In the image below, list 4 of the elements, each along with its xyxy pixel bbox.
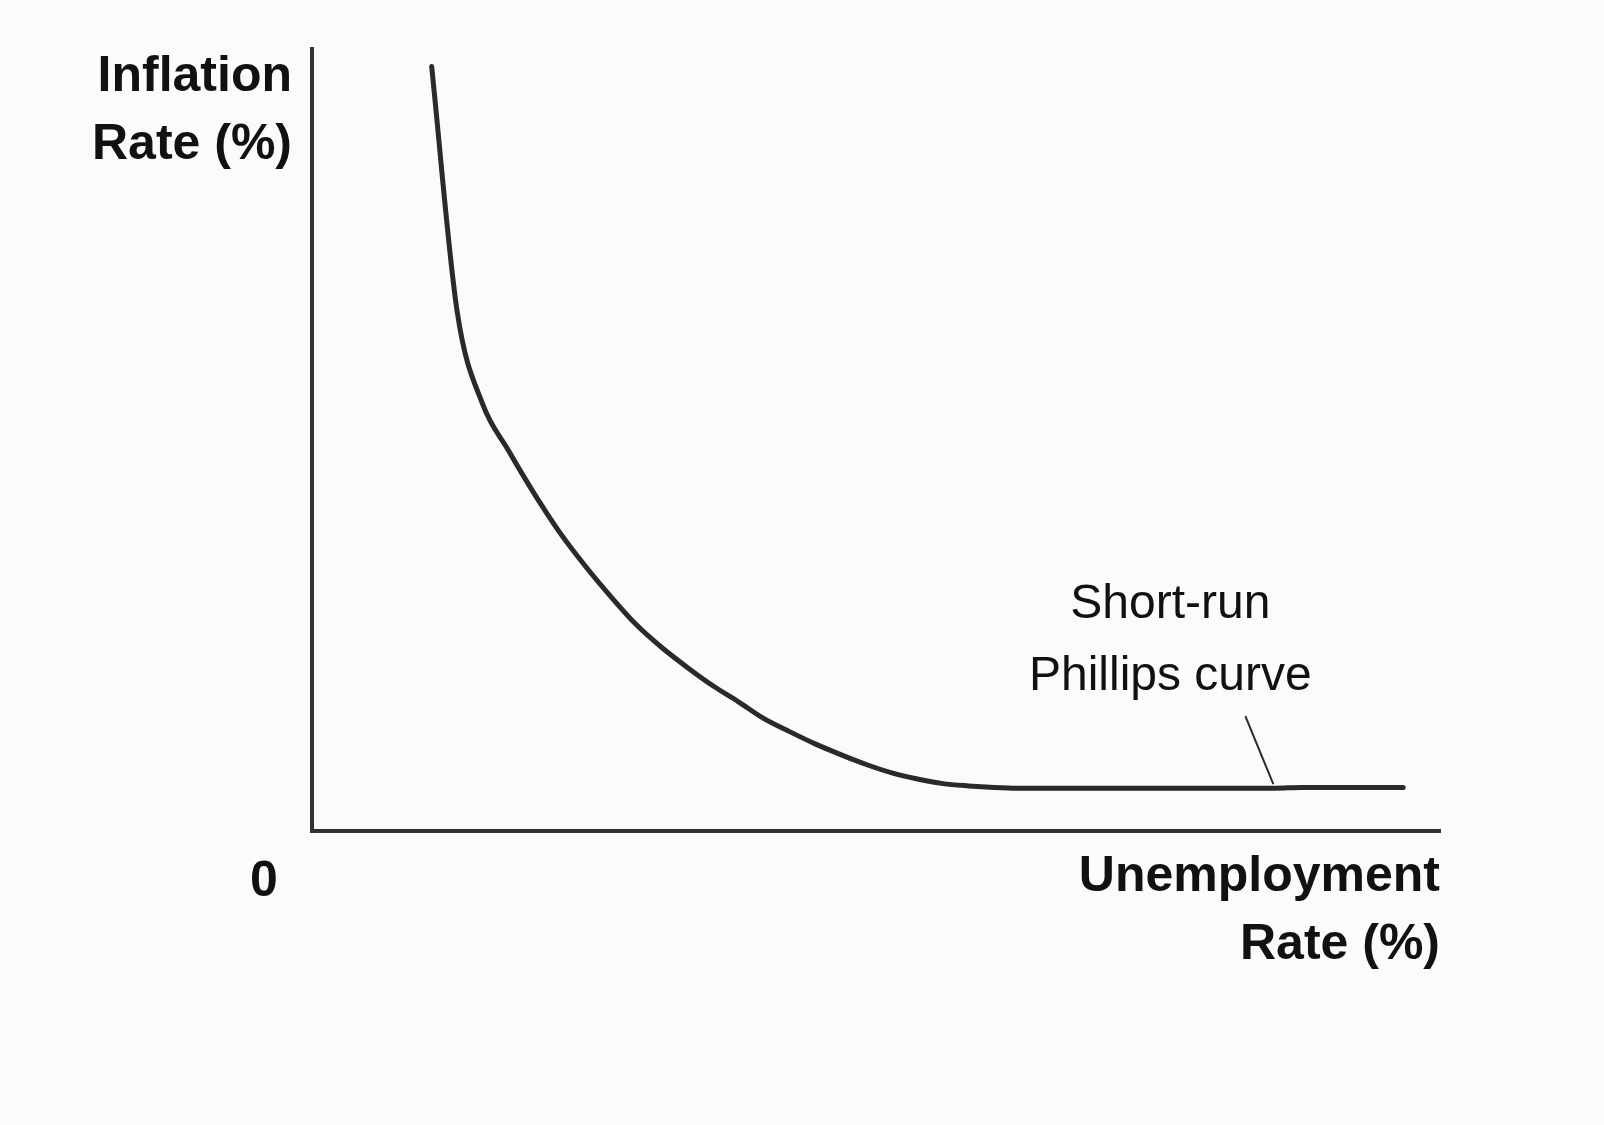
x-axis-title: Unemployment Rate (%): [1077, 845, 1440, 972]
text: 0: [250, 850, 278, 909]
y-axis-title: Inflation Rate (%): [90, 45, 292, 172]
series-label: Short-run Phillips curve: [1028, 575, 1312, 701]
